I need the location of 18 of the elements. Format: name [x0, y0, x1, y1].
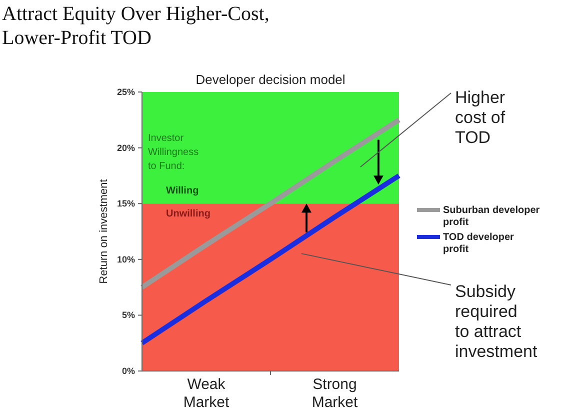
- legend-label: Suburban developer profit: [443, 205, 540, 228]
- y-tick-label: 5%: [122, 310, 135, 320]
- text: Higher cost of TOD: [455, 88, 506, 147]
- y-tick-label: 15%: [116, 198, 135, 209]
- chart-title: Attract Equity Over Higher-Cost, Lower-Profit TOD: [2, 3, 270, 49]
- y-tick-label: 20%: [116, 142, 135, 153]
- annotation: Investor Willingness to Fund:: [148, 133, 199, 172]
- text: Subsidy required to attract investment: [455, 282, 538, 361]
- y-axis-title: Return on investment: [98, 179, 110, 284]
- y-tick-label: 0%: [122, 366, 135, 376]
- band-label: Unwilling: [166, 208, 210, 220]
- y-tick-label: 10%: [116, 254, 135, 264]
- chart-subtitle: Developer decision model: [196, 72, 346, 87]
- y-tick-label: 25%: [116, 87, 135, 97]
- band-label: Willing: [166, 186, 199, 197]
- x-tick-label: Strong Market: [312, 376, 359, 411]
- legend-label: TOD developer profit: [443, 232, 514, 255]
- x-tick-label: Weak Market: [183, 376, 230, 411]
